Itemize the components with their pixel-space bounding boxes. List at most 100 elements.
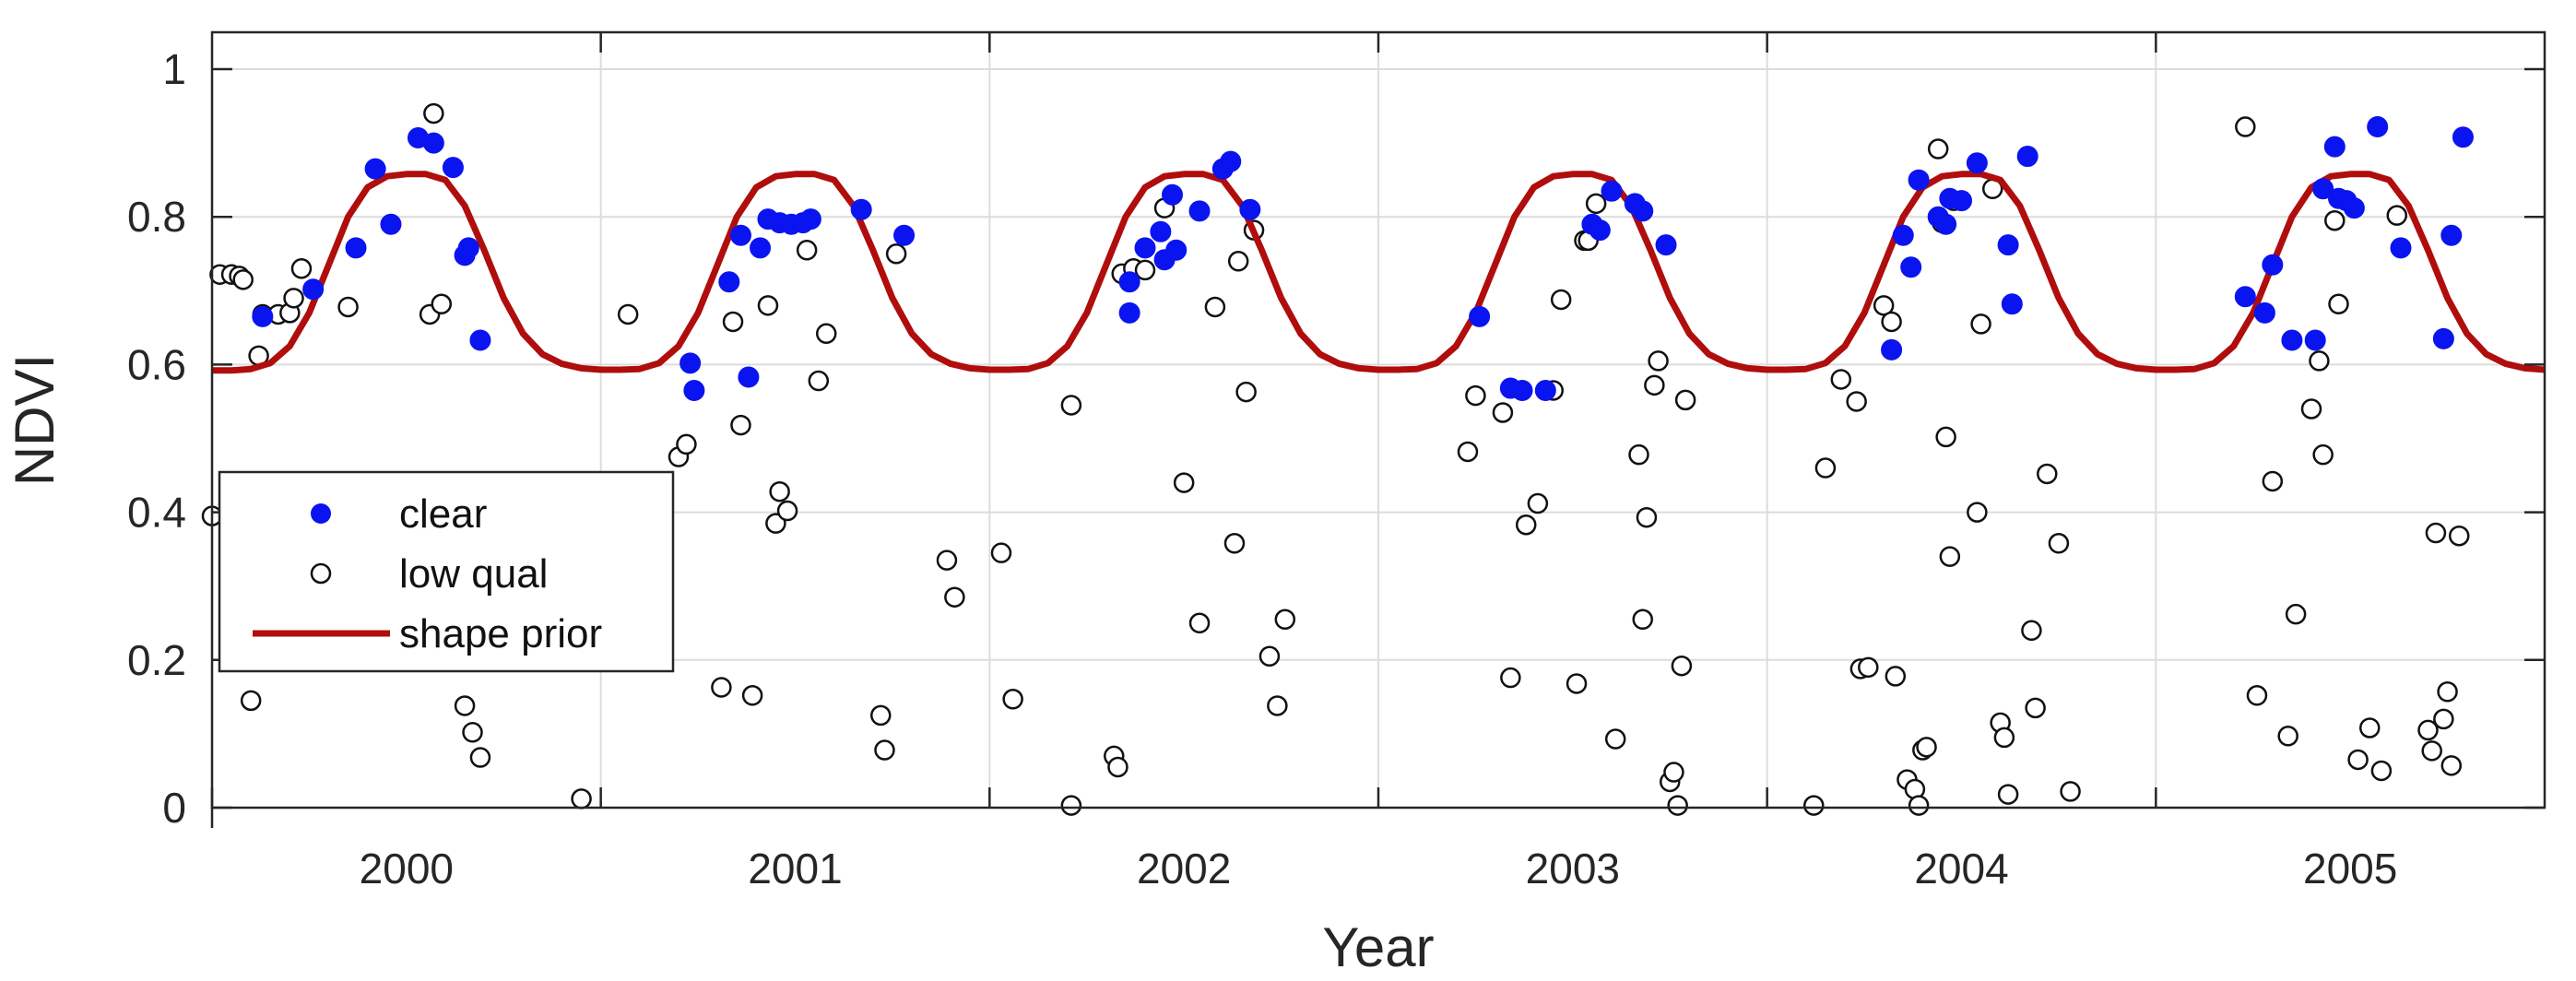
low-qual-point [1604, 728, 1626, 750]
clear-point [1134, 237, 1156, 259]
clear-point [1655, 234, 1677, 256]
low-qual-point [2309, 350, 2330, 372]
y-tick-label: 0.2 [127, 636, 186, 684]
low-qual-point [1566, 673, 1588, 694]
clear-point [2262, 254, 2284, 276]
clear-point [1997, 234, 2019, 256]
clear-point [750, 237, 772, 259]
legend-lowqual-marker [310, 562, 332, 585]
low-qual-point [1993, 727, 2015, 749]
clear-point [1900, 256, 1922, 278]
low-qual-point [2025, 697, 2046, 719]
low-qual-point [1632, 609, 1653, 631]
clear-point [2016, 146, 2038, 168]
low-qual-point [1585, 193, 1607, 215]
low-qual-point [1274, 609, 1296, 631]
low-qual-point [337, 296, 359, 318]
ticks: 0 0.2 0.4 0.6 0.8 1 2000 2001 2002 2003 2004 2005 [127, 32, 2545, 892]
low-qual-point [874, 739, 895, 761]
low-qual-point [1134, 259, 1156, 281]
low-qual-point [936, 550, 958, 571]
clear-point [2323, 136, 2346, 158]
clear-point [1935, 213, 1957, 235]
clear-point [1220, 150, 1242, 172]
low-qual-point [1527, 492, 1549, 514]
low-qual-point [2060, 781, 2081, 802]
low-qual-point [454, 695, 476, 716]
low-qual-point [1223, 533, 1246, 554]
low-qual-point [2262, 470, 2284, 492]
low-qual-point [1515, 514, 1537, 536]
low-qual-point [2421, 740, 2442, 762]
low-qual-point [944, 586, 965, 608]
low-qual-point [1060, 795, 1082, 816]
low-qual-point [765, 513, 786, 534]
series-layer [201, 102, 2546, 816]
x-tick-label: 2001 [748, 845, 842, 892]
low-qual-point [1873, 295, 1895, 316]
clear-point [252, 305, 274, 327]
clear-point [2281, 329, 2303, 351]
low-qual-point [1908, 795, 1930, 816]
clear-point [422, 132, 444, 154]
clear-point [1632, 200, 1654, 222]
clear-point [2304, 329, 2326, 351]
clear-point [2390, 237, 2412, 259]
low-qual-point [1663, 762, 1684, 783]
y-tick-label: 0.4 [127, 489, 186, 537]
low-qual-point [2425, 522, 2447, 544]
clear-point [1118, 301, 1140, 324]
low-qual-point [776, 500, 798, 522]
low-qual-point [1916, 737, 1937, 758]
clear-point [2001, 293, 2023, 315]
x-axis-label: Year [1322, 916, 1434, 978]
low-qual-point [1648, 350, 1669, 372]
clear-point [2253, 301, 2275, 324]
low-qual-point [1457, 441, 1479, 463]
low-qual-point [2328, 293, 2349, 315]
low-qual-point [1814, 457, 1837, 479]
x-tick-label: 2000 [360, 845, 454, 892]
y-tick-label: 0.8 [127, 193, 186, 241]
low-qual-point [1846, 391, 1867, 412]
low-qual-point [1267, 695, 1288, 716]
clear-point [729, 224, 751, 246]
low-qual-point [1674, 389, 1696, 411]
low-qual-point [1970, 313, 1991, 335]
clear-point [469, 329, 491, 351]
y-tick-label: 0.6 [127, 340, 186, 388]
low-qual-point [2312, 443, 2334, 466]
x-tick-label: 2005 [2303, 845, 2397, 892]
low-qual-point [2324, 209, 2346, 231]
low-qual-point [2440, 755, 2463, 776]
clear-point [1881, 338, 1903, 360]
low-qual-point [1628, 443, 1649, 466]
low-qual-point [730, 414, 751, 436]
clear-point [2343, 197, 2365, 219]
low-qual-point [1939, 546, 1961, 567]
legend: clear low qual shape prior [218, 470, 675, 673]
clear-point [1239, 198, 1261, 220]
low-qual-point [2417, 719, 2439, 741]
low-qual-point [808, 370, 830, 392]
low-qual-point [885, 243, 907, 265]
clear-point [1165, 239, 1188, 261]
y-tick-label: 0 [162, 784, 186, 832]
clear-point [1892, 224, 1914, 246]
clear-point [1118, 271, 1140, 293]
low-qual-point [1227, 251, 1249, 272]
clear-point [2367, 116, 2389, 138]
clear-point [2234, 286, 2256, 308]
low-qual-point [469, 747, 491, 768]
x-tick-label: 2004 [1914, 845, 2008, 892]
low-qual-point [1671, 655, 1693, 677]
low-qual-point [423, 102, 444, 124]
low-qual-point [1550, 289, 1572, 311]
clear-point [1162, 183, 1184, 206]
legend-clear-label: clear [399, 491, 487, 537]
clear-point [1511, 379, 1533, 401]
low-qual-point [1997, 784, 2019, 805]
low-qual-point [1235, 381, 1257, 403]
low-qual-point [2370, 760, 2393, 782]
low-qual-point [2285, 603, 2307, 625]
